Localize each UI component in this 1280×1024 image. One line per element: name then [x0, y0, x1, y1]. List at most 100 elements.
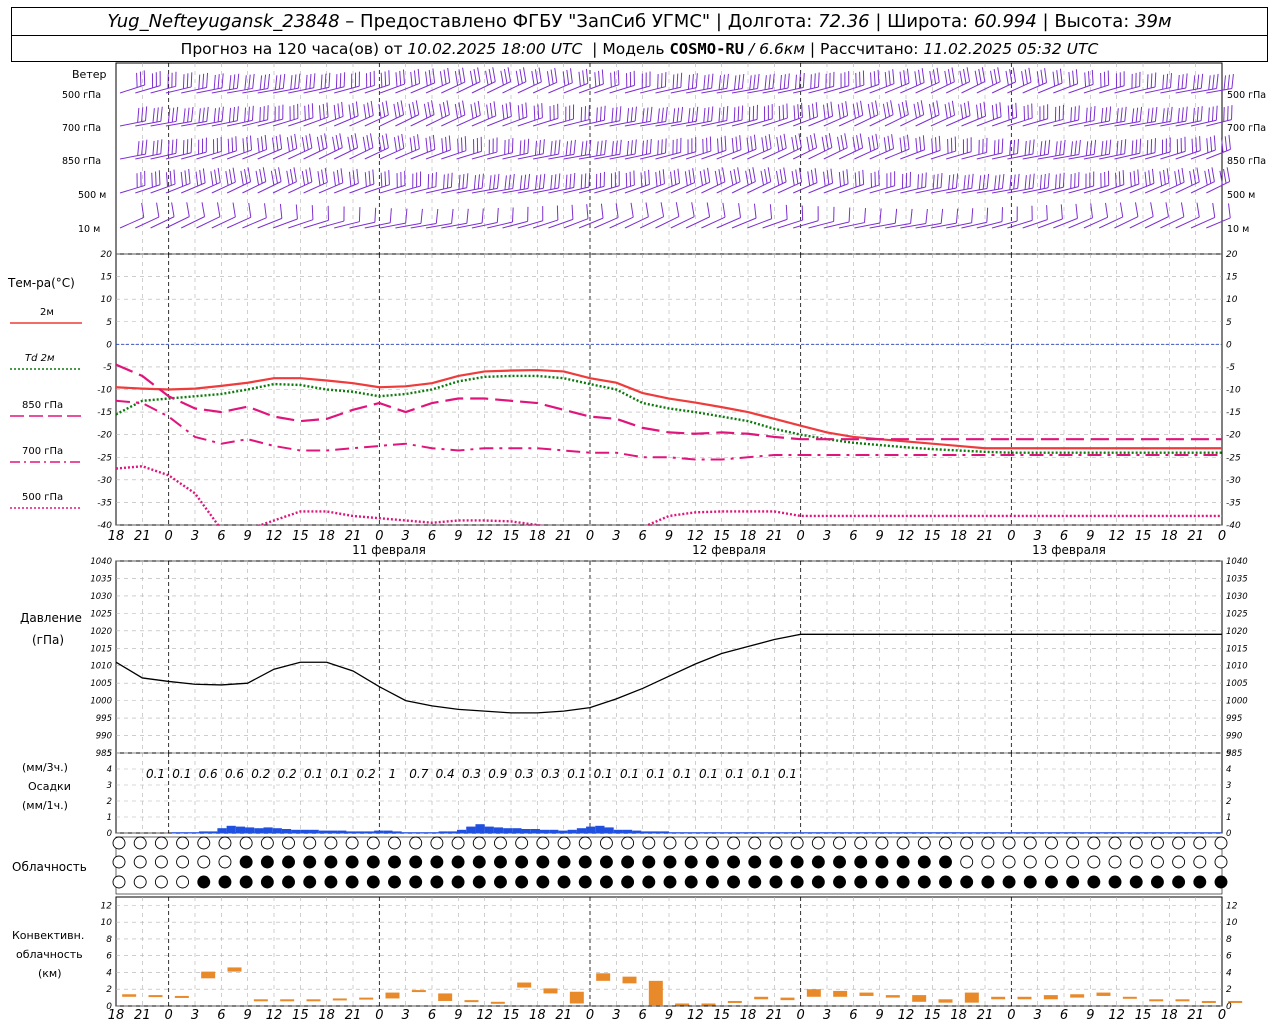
- wind-barb: [502, 173, 531, 194]
- wind-barb-feather: [722, 106, 725, 122]
- wind-barb-feather: [1221, 137, 1224, 153]
- cloud-cover-symbol: [917, 836, 931, 850]
- convective-bar: [780, 997, 795, 1001]
- precip-bar: [834, 832, 845, 833]
- wind-barb-feather: [1195, 137, 1198, 152]
- wind-barb-feather: [156, 202, 160, 218]
- cloud-cover-symbol: [536, 875, 550, 889]
- wind-barb-staff: [533, 153, 559, 160]
- precip-3h-total: 0.1: [304, 767, 323, 781]
- precip-bar: [457, 829, 467, 833]
- wind-barb-feather: [158, 170, 161, 185]
- cloud-cover-symbol: [1193, 836, 1207, 850]
- wind-barb: [487, 173, 515, 194]
- wind-barb-feather: [870, 172, 873, 188]
- wind-barb-staff: [884, 222, 911, 229]
- wind-barb: [517, 173, 546, 194]
- wind-barb-feather: [1219, 170, 1223, 186]
- wind-barb: [900, 100, 925, 127]
- wind-barb-staff: [165, 86, 192, 94]
- wind-barb-staff: [731, 87, 758, 94]
- wind-barb-staff: [640, 152, 666, 160]
- cloud-cover-symbol: [642, 836, 656, 850]
- wind-barb: [578, 139, 607, 160]
- cloud-cover-symbol: [1002, 836, 1016, 850]
- wind-barb-feather: [198, 74, 201, 90]
- precip-bar: [779, 832, 789, 833]
- hour-tick-label: 9: [1086, 529, 1094, 544]
- wind-barb-staff: [1144, 151, 1171, 160]
- precip-bar: [669, 832, 679, 833]
- wind-barb-feather: [737, 167, 741, 182]
- wind-barb-feather: [778, 105, 781, 121]
- cloud-cover-symbol: [324, 855, 338, 869]
- pressure-tick-label: 1005: [90, 679, 112, 689]
- wind-barb-staff: [532, 81, 558, 94]
- wind-barb: [272, 204, 298, 229]
- wind-barb-feather: [899, 71, 903, 87]
- wind-barb-feather: [645, 202, 649, 217]
- wind-barb: [1098, 202, 1124, 229]
- wind-barb: [380, 208, 408, 229]
- wind-barb-feather: [646, 107, 649, 123]
- hour-tick-label: 6: [639, 529, 647, 544]
- hour-tick-label: 21: [345, 529, 362, 544]
- wind-barb-feather: [806, 136, 810, 152]
- wind-barb-feather: [187, 107, 190, 123]
- wind-barb-staff: [1007, 219, 1033, 229]
- wind-barb-staff: [181, 86, 207, 94]
- wind-barb: [578, 203, 604, 229]
- wind-barb-feather: [335, 74, 338, 89]
- precip-bar: [1028, 832, 1038, 833]
- wind-barb-staff: [1129, 182, 1155, 194]
- wind-barb-feather: [1046, 205, 1048, 220]
- precip-bar: [927, 832, 937, 833]
- wind-barb-feather: [221, 73, 224, 88]
- wind-barb-staff: [1175, 150, 1201, 160]
- wind-barb-staff: [379, 114, 404, 127]
- wind-barb-feather: [184, 170, 187, 185]
- hour-tick-label: 9: [665, 529, 673, 544]
- wind-barb-staff: [227, 87, 253, 94]
- precip-3h-total: 0.1: [620, 767, 639, 781]
- precip-bar: [1175, 832, 1186, 833]
- wind-barb: [517, 139, 545, 160]
- wind-barb-feather: [892, 69, 895, 84]
- wind-barb-feather: [1199, 136, 1201, 151]
- wind-barb-feather: [554, 67, 558, 83]
- wind-barb-feather: [1208, 75, 1211, 90]
- wind-barb-feather: [971, 208, 974, 223]
- wind-barb-staff: [395, 82, 420, 94]
- wind-barb-staff: [1053, 186, 1079, 194]
- wind-barb: [976, 207, 1003, 229]
- hour-tick-label: 3: [191, 529, 199, 544]
- wind-barb-feather: [741, 73, 745, 89]
- cloud-cover-symbol: [1087, 855, 1101, 869]
- wind-barb-feather: [600, 140, 603, 156]
- wind-barb-feather: [779, 169, 783, 184]
- wind-barb-feather: [852, 104, 856, 119]
- wind-barb-feather: [641, 73, 643, 89]
- convective-bar: [675, 1003, 690, 1006]
- wind-barb-feather: [1104, 107, 1108, 122]
- cloud-cover-symbol: [345, 836, 359, 850]
- wind-barb-feather: [381, 102, 386, 117]
- cloud-cover-symbol: [1087, 836, 1101, 850]
- wind-barb: [808, 101, 834, 127]
- wind-barb: [655, 106, 684, 127]
- wind-barb-feather: [1134, 202, 1139, 217]
- wind-barb-staff: [364, 84, 390, 94]
- wind-barb-feather: [1013, 174, 1016, 190]
- convective-bar: [806, 989, 821, 997]
- wind-barb: [395, 171, 422, 194]
- wind-barb-feather: [860, 100, 864, 116]
- wind-barb-feather: [776, 137, 780, 152]
- wind-barb: [226, 135, 253, 160]
- wind-barb-feather: [523, 174, 527, 190]
- wind-barb-feather: [662, 169, 665, 184]
- wind-barb-feather: [400, 171, 402, 187]
- wind-barb-feather: [206, 106, 209, 122]
- wind-barb-staff: [517, 220, 543, 229]
- wind-barb-feather: [675, 202, 680, 217]
- wind-barb: [135, 71, 161, 94]
